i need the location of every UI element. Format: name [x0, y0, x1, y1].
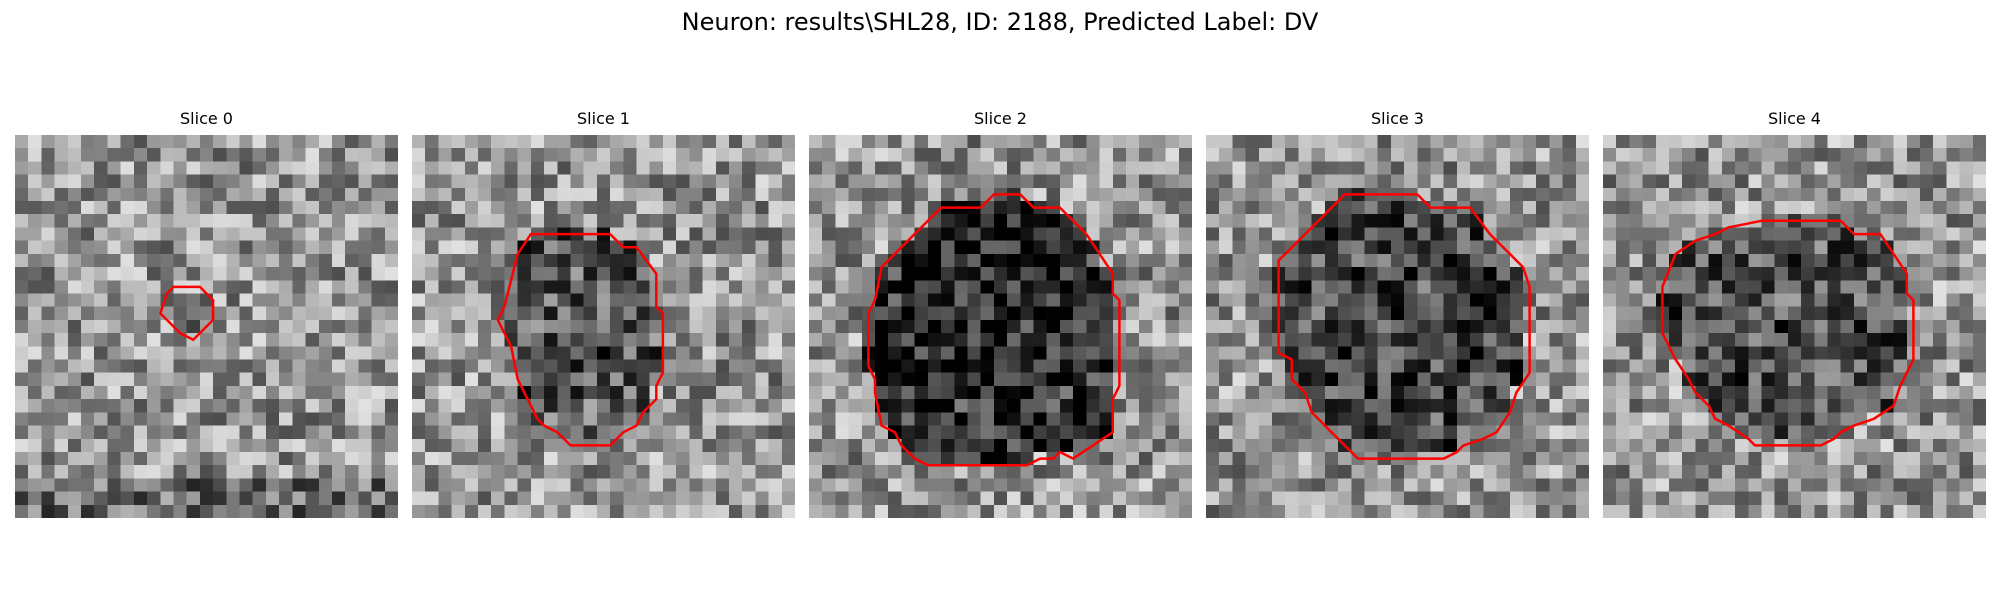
contour-outline	[868, 194, 1119, 465]
slice-title: Slice 3	[1206, 108, 1589, 130]
slice-image	[1603, 135, 1986, 518]
slice-title: Slice 4	[1603, 108, 1986, 130]
contour-outline	[160, 287, 213, 340]
slice-title: Slice 0	[15, 108, 398, 130]
slice-title: Slice 1	[412, 108, 795, 130]
neuron-contour	[809, 135, 1192, 518]
neuron-contour	[1206, 135, 1589, 518]
contour-outline	[498, 234, 663, 445]
contour-outline	[1662, 221, 1913, 446]
slice-image	[1206, 135, 1589, 518]
contour-outline	[1279, 194, 1530, 458]
neuron-contour	[412, 135, 795, 518]
slice-image	[809, 135, 1192, 518]
neuron-contour	[15, 135, 398, 518]
slice-title: Slice 2	[809, 108, 1192, 130]
slice-image	[15, 135, 398, 518]
neuron-contour	[1603, 135, 1986, 518]
slice-image	[412, 135, 795, 518]
figure-title: Neuron: results\SHL28, ID: 2188, Predict…	[0, 7, 2000, 37]
